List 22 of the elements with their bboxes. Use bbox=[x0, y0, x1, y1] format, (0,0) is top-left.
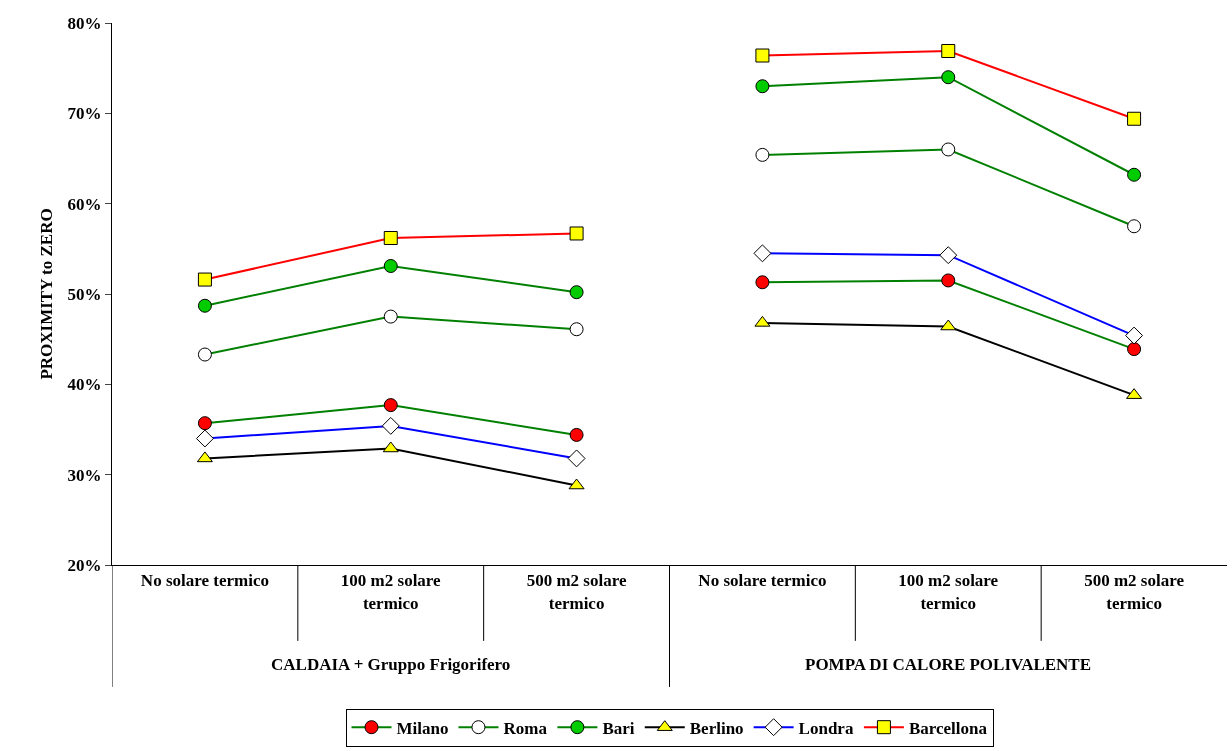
x-tick-label: 500 m2 solare termico bbox=[526, 571, 627, 613]
x-tick-label: 500 m2 solare termico bbox=[1084, 571, 1185, 613]
legend-label: Berlino bbox=[689, 718, 744, 738]
y-tick-label: 40% bbox=[67, 375, 102, 395]
x-tick-label: 100 m2 solare termico bbox=[340, 571, 442, 613]
legend-label: Milano bbox=[396, 718, 449, 738]
y-axis-title: PROXIMITY to ZERO bbox=[37, 208, 57, 380]
x-tick-label: No solare termico bbox=[698, 571, 827, 591]
x-tick-label: 100 m2 solare termico bbox=[898, 571, 999, 613]
y-tick-label: 80% bbox=[67, 13, 102, 33]
legend-label: Barcellona bbox=[908, 718, 988, 738]
y-tick-label: 20% bbox=[67, 555, 102, 575]
legend-label: Roma bbox=[503, 718, 548, 738]
legend-label: Bari bbox=[602, 718, 635, 738]
y-tick-label: 60% bbox=[67, 194, 102, 214]
x-tick-label: No solare termico bbox=[140, 571, 269, 591]
text: CALDAIA + Gruppo Frigorifero bbox=[271, 655, 511, 674]
y-tick-label: 50% bbox=[67, 284, 102, 304]
text: POMPA DI CALORE POLIVALENTE bbox=[805, 655, 1092, 674]
legend-label: Londra bbox=[798, 718, 854, 738]
y-tick-label: 30% bbox=[67, 465, 102, 485]
y-tick-label: 70% bbox=[67, 104, 102, 124]
